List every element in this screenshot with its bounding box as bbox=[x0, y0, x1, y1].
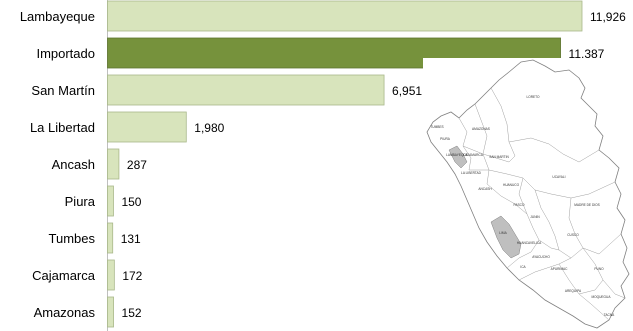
bar-5 bbox=[107, 185, 114, 217]
value-label-7: 172 bbox=[122, 269, 142, 283]
category-label-7: Cajamarca bbox=[32, 268, 96, 283]
region-label-huancavelica: HUANCAVELICA bbox=[517, 241, 542, 245]
region-label-piura: PIURA bbox=[440, 137, 451, 141]
value-labels-group: 11,926 11,387 6,951 1,980 287 150 131 172 152 bbox=[121, 10, 626, 320]
region-labels-group: TUMBES LORETO PIURA AMAZONAS LAMBAYEQUECAJAM… bbox=[430, 95, 615, 317]
category-label-0: Lambayeque bbox=[20, 9, 95, 24]
category-label-5: Piura bbox=[65, 194, 96, 209]
region-label-amazonas: AMAZONAS bbox=[472, 127, 490, 131]
region-label-tacna: TACNA bbox=[604, 313, 615, 317]
peru-regions-map-icon: TUMBES LORETO PIURA AMAZONAS LAMBAYEQUECAJAM… bbox=[426, 59, 630, 329]
category-label-3: La Libertad bbox=[30, 120, 95, 135]
peru-regions-map: TUMBES LORETO PIURA AMAZONAS LAMBAYEQUE CAJAM… bbox=[423, 58, 633, 331]
category-label-1: Importado bbox=[36, 46, 95, 61]
bar-6 bbox=[107, 222, 114, 254]
region-lima-highlight bbox=[490, 215, 522, 259]
region-label-cusco: CUSCO bbox=[567, 233, 579, 237]
region-label-ica: ICA bbox=[520, 265, 526, 269]
region-label-loreto: LORETO bbox=[526, 95, 540, 99]
bar-3 bbox=[107, 111, 187, 143]
bar-7 bbox=[107, 259, 115, 291]
region-label-junin: JUNIN bbox=[530, 215, 540, 219]
region-label-apurimac: APURIMAC bbox=[551, 267, 569, 271]
value-label-3: 1,980 bbox=[194, 121, 224, 135]
region-label-madre-de-dios: MADRE DE DIOS bbox=[574, 203, 600, 207]
category-label-4: Ancash bbox=[52, 157, 95, 172]
bar-2 bbox=[107, 74, 385, 106]
peru-outline bbox=[426, 59, 630, 329]
category-label-2: San Martín bbox=[31, 83, 95, 98]
region-label-cajamarca: CAJAMARCA bbox=[463, 153, 484, 157]
region-label-san-martin: SAN MARTIN bbox=[489, 155, 509, 159]
value-label-6: 131 bbox=[121, 232, 141, 246]
bars-group bbox=[107, 0, 583, 328]
region-label-puno: PUNO bbox=[594, 267, 604, 271]
region-lambayeque-highlight bbox=[448, 145, 468, 169]
bar-0 bbox=[107, 0, 583, 32]
region-borders bbox=[458, 87, 626, 321]
category-labels-group: Lambayeque Importado San Martín La Libertad… bbox=[20, 9, 96, 320]
value-label-0: 11,926 bbox=[590, 10, 626, 24]
category-label-6: Tumbes bbox=[49, 231, 96, 246]
category-label-8: Amazonas bbox=[34, 305, 96, 320]
region-label-la-libertad: LA LIBERTAD bbox=[461, 171, 482, 175]
region-label-tumbes: TUMBES bbox=[430, 125, 443, 129]
value-label-4: 287 bbox=[127, 158, 147, 172]
region-label-ucayali: UCAYALI bbox=[552, 175, 565, 179]
value-label-8: 152 bbox=[122, 306, 142, 320]
region-label-pasco: PASCO bbox=[514, 203, 525, 207]
region-label-moquegua: MOQUEGUA bbox=[592, 295, 612, 299]
value-label-5: 150 bbox=[121, 195, 141, 209]
region-label-arequipa: AREQUIPA bbox=[565, 289, 582, 293]
region-label-ayacucho: AYACUCHO bbox=[532, 255, 550, 259]
region-label-ancash: ANCASH bbox=[478, 187, 492, 191]
region-label-lambayeque: LAMBAYEQUE bbox=[446, 153, 468, 157]
value-label-1: 11,387 bbox=[569, 47, 605, 61]
region-label-huanuco: HUANUCO bbox=[503, 183, 520, 187]
bar-4 bbox=[107, 148, 120, 180]
bar-8 bbox=[107, 296, 114, 328]
value-label-2: 6,951 bbox=[392, 84, 422, 98]
region-label-lima: LIMA bbox=[499, 231, 507, 235]
